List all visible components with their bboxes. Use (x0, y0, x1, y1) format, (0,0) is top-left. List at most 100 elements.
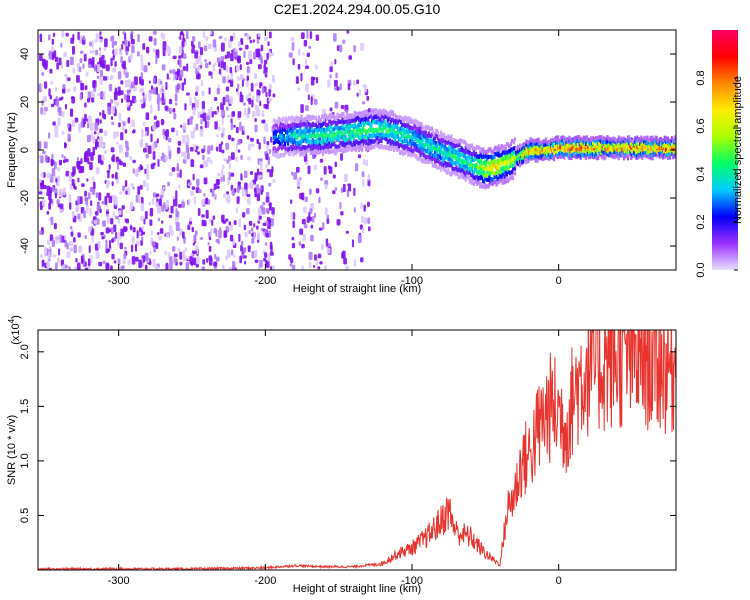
signal-cell (282, 117, 286, 122)
signal-cell (314, 116, 317, 121)
signal-cell (338, 144, 341, 149)
noise-speck (110, 116, 114, 120)
noise-speck (230, 35, 234, 42)
signal-cell (361, 138, 365, 143)
noise-speck (239, 255, 243, 264)
noise-speck (197, 73, 201, 80)
signal-cell (509, 142, 513, 147)
signal-cell (396, 141, 400, 146)
noise-speck (91, 97, 95, 103)
noise-speck (361, 215, 364, 224)
noise-speck (174, 93, 178, 102)
signal-cell (378, 108, 381, 113)
signal-cell (457, 160, 460, 165)
signal-cell (623, 149, 626, 154)
noise-speck (229, 96, 234, 104)
noise-speck (134, 243, 138, 252)
noise-speck (94, 211, 99, 216)
signal-cell (470, 166, 474, 171)
noise-speck (95, 33, 99, 39)
noise-speck (166, 73, 169, 80)
noise-speck (78, 66, 82, 73)
signal-cell (444, 144, 447, 149)
noise-speck (196, 151, 200, 155)
noise-speck (165, 262, 169, 270)
noise-speck (193, 234, 197, 242)
noise-speck (241, 79, 244, 87)
signal-cell (485, 154, 488, 159)
noise-speck (243, 50, 246, 58)
noise-speck (112, 211, 115, 218)
noise-speck (192, 107, 196, 116)
signal-cell (511, 176, 515, 181)
signal-cell (304, 136, 307, 141)
noise-speck (140, 54, 144, 63)
noise-speck (319, 158, 324, 163)
signal-cell (555, 140, 558, 145)
noise-speck (169, 260, 173, 270)
signal-cell (609, 150, 612, 155)
signal-cell (307, 134, 310, 139)
noise-speck (90, 200, 93, 207)
signal-cell (504, 159, 507, 164)
colorbar-ticks: 0.00.20.40.60.8 (695, 70, 738, 278)
noise-speck (205, 197, 209, 205)
x-tick-label: -300 (108, 575, 130, 587)
signal-cell (341, 149, 344, 154)
signal-cell (341, 124, 344, 129)
noise-speck (64, 142, 67, 149)
noise-speck (131, 256, 136, 265)
signal-cell (392, 125, 395, 130)
noise-speck (324, 207, 328, 216)
noise-speck (269, 31, 272, 39)
noise-speck (89, 207, 92, 217)
noise-speck (82, 35, 86, 41)
noise-speck (230, 118, 233, 124)
signal-cell (403, 118, 406, 123)
noise-speck (87, 226, 92, 232)
noise-speck (138, 259, 142, 269)
signal-cell (301, 135, 304, 140)
noise-speck (141, 231, 146, 235)
noise-speck (256, 184, 259, 194)
noise-speck (348, 55, 353, 60)
noise-speck (56, 62, 59, 70)
signal-cell (361, 113, 365, 118)
signal-cell (305, 124, 308, 129)
noise-speck (357, 154, 362, 159)
noise-speck (315, 64, 318, 70)
noise-speck (254, 259, 259, 264)
signal-cell (356, 145, 360, 150)
noise-speck (228, 171, 231, 181)
noise-speck (297, 63, 301, 70)
signal-cell (326, 139, 329, 144)
noise-speck (114, 60, 117, 68)
noise-speck (98, 140, 103, 149)
noise-speck (70, 37, 75, 44)
noise-speck (42, 111, 47, 116)
y-tick-label: 20 (19, 96, 31, 108)
signal-cell (432, 140, 436, 145)
signal-cell (275, 154, 278, 159)
signal-cell (431, 129, 434, 134)
signal-cell (407, 123, 410, 128)
signal-cell (352, 124, 355, 129)
noise-speck (59, 208, 64, 214)
noise-speck (99, 69, 103, 78)
noise-speck (99, 77, 103, 86)
noise-speck (267, 41, 270, 47)
noise-speck (119, 191, 123, 195)
noise-speck (39, 230, 43, 235)
noise-speck (301, 218, 306, 225)
signal-cell (403, 139, 406, 144)
noise-speck (336, 219, 341, 226)
signal-cell (415, 154, 418, 159)
noise-speck (66, 88, 71, 93)
noise-speck (130, 83, 133, 89)
noise-speck (153, 37, 157, 46)
noise-speck (242, 247, 247, 253)
signal-cell (489, 171, 492, 176)
signal-cell (571, 149, 574, 154)
noise-speck (249, 170, 253, 176)
noise-speck (66, 251, 71, 259)
